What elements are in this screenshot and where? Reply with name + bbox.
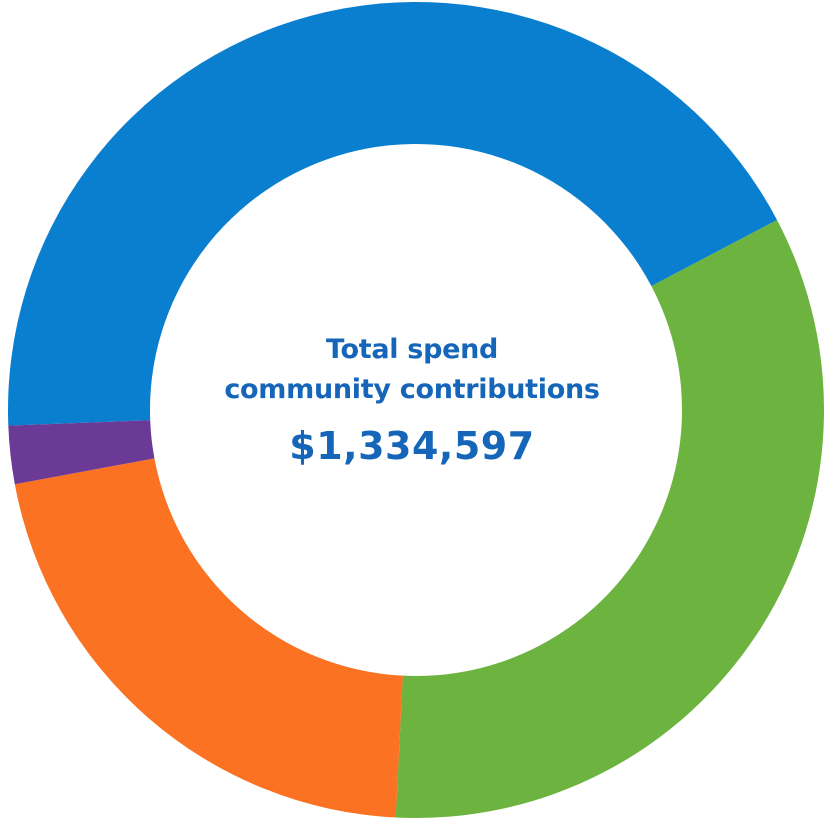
donut-slice-1	[7, 1, 778, 426]
donut-slices	[7, 1, 824, 818]
center-total-value: $1,334,597	[289, 424, 535, 468]
center-title-line-2: community contributions	[224, 374, 600, 405]
donut-slice-3	[14, 458, 403, 818]
donut-slice-2	[395, 219, 824, 818]
donut-slice-4	[8, 420, 155, 485]
center-title-line-1: Total spend	[325, 334, 499, 365]
center-label: Total spend community contributions $1,3…	[142, 330, 682, 470]
